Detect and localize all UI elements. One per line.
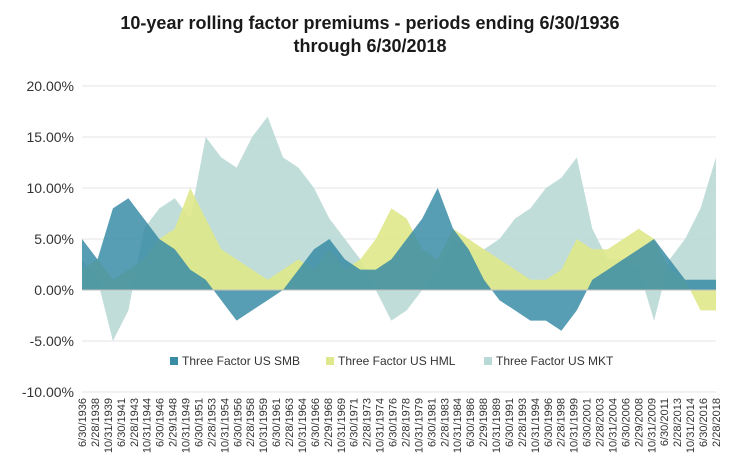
legend-label: Three Factor US SMB [182, 354, 300, 368]
x-tick-label: 2/28/2013 [672, 398, 684, 447]
x-tick-label: 10/31/1994 [530, 398, 542, 453]
x-tick-label: 6/30/1971 [349, 398, 361, 447]
x-tick-label: 2/28/1973 [362, 398, 374, 447]
x-tick-label: 6/30/1946 [155, 398, 167, 447]
y-tick-label: -5.00% [30, 333, 74, 349]
x-tick-label: 6/30/1951 [193, 398, 205, 447]
x-tick-label: 6/30/1936 [77, 398, 89, 447]
x-tick-label: 2/28/1998 [556, 398, 568, 447]
y-tick-label: -10.00% [22, 384, 74, 400]
x-tick-label: 2/29/1948 [168, 398, 180, 447]
x-tick-label: 6/30/1991 [504, 398, 516, 447]
y-tick-label: 15.00% [27, 129, 74, 145]
x-tick-label: 10/31/1949 [181, 398, 193, 453]
x-tick-label: 10/31/2014 [685, 398, 697, 453]
x-tick-label: 10/31/2009 [646, 398, 658, 453]
x-tick-label: 6/30/2006 [620, 398, 632, 447]
x-tick-label: 10/31/1944 [142, 398, 154, 453]
x-tick-label: 6/30/2001 [582, 398, 594, 447]
x-tick-label: 6/30/1981 [426, 398, 438, 447]
y-tick-label: 5.00% [34, 231, 74, 247]
x-tick-label: 2/28/1958 [245, 398, 257, 447]
x-tick-label: 6/30/2016 [698, 398, 710, 447]
x-tick-label: 2/28/1938 [90, 398, 102, 447]
y-tick-label: 10.00% [27, 180, 74, 196]
y-tick-labels: 20.00% 15.00% 10.00% 5.00% 0.00% -5.00% -10.00… [22, 78, 74, 400]
x-tick-label: 10/31/1969 [336, 398, 348, 453]
x-tick-label: 10/31/1939 [103, 398, 115, 453]
x-tick-label: 10/31/1989 [491, 398, 503, 453]
y-tick-label: 0.00% [34, 282, 74, 298]
legend-label: Three Factor US MKT [496, 354, 614, 368]
x-tick-label: 6/30/1976 [388, 398, 400, 447]
legend-swatch [484, 357, 492, 365]
x-tick-label: 10/31/1974 [375, 398, 387, 453]
x-tick-label: 2/28/1953 [206, 398, 218, 447]
x-tick-label: 6/30/1966 [310, 398, 322, 447]
x-tick-label: 2/28/2003 [595, 398, 607, 447]
x-tick-label: 6/30/2011 [659, 398, 671, 446]
x-tick-label: 2/29/1968 [323, 398, 335, 447]
x-tick-label: 6/30/1956 [232, 398, 244, 447]
x-tick-label: 6/30/1986 [465, 398, 477, 447]
y-tick-label: 20.00% [27, 78, 74, 94]
x-tick-label: 2/28/2018 [711, 398, 723, 447]
x-tick-label: 10/31/2004 [608, 398, 620, 453]
x-tick-label: 6/30/1961 [271, 398, 283, 447]
series-area-three-factor-us-smb [82, 188, 716, 331]
legend-label: Three Factor US HML [338, 354, 456, 368]
legend: Three Factor US SMB Three Factor US HML Th… [170, 354, 614, 368]
x-tick-label: 10/31/1999 [569, 398, 581, 453]
legend-swatch [170, 357, 178, 365]
x-tick-label: 10/31/1979 [413, 398, 425, 453]
x-tick-label: 2/29/1988 [478, 398, 490, 447]
x-tick-label: 2/29/2008 [633, 398, 645, 447]
x-tick-label: 2/28/1983 [439, 398, 451, 447]
x-tick-labels: 6/30/1936 2/28/1938 10/31/1939 6/30/1941 2/2… [77, 398, 723, 453]
x-tick-label: 10/31/1959 [258, 398, 270, 453]
x-tick-label: 10/31/1954 [219, 398, 231, 453]
legend-swatch [326, 357, 334, 365]
x-tick-label: 6/30/1996 [543, 398, 555, 447]
x-tick-label: 2/28/1943 [129, 398, 141, 447]
x-tick-label: 6/30/1941 [116, 398, 128, 447]
x-tick-label: 2/28/1963 [284, 398, 296, 447]
x-tick-label: 10/31/1964 [297, 398, 309, 453]
x-tick-label: 2/28/1993 [517, 398, 529, 447]
x-tick-label: 10/31/1984 [452, 398, 464, 453]
series-areas [82, 116, 716, 341]
chart-title-line1: 10-year rolling factor premiums - period… [120, 13, 620, 33]
chart-title: 10-year rolling factor premiums - period… [0, 12, 740, 58]
gridlines [82, 85, 716, 393]
x-tick-label: 2/28/1978 [401, 398, 413, 447]
chart-title-line2: through 6/30/2018 [293, 36, 447, 56]
